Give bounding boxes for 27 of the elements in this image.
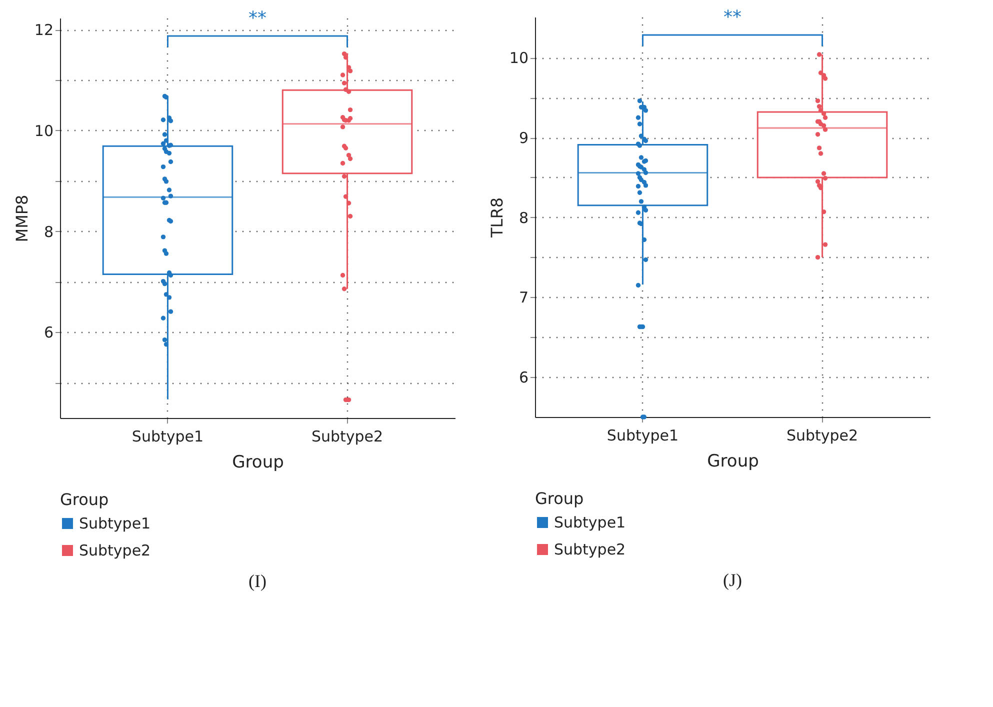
x-tick-label: Subtype1	[132, 428, 204, 446]
legend-label: Subtype1	[79, 514, 151, 532]
annotation: **	[724, 7, 742, 28]
legend-title: Group	[535, 489, 584, 508]
text: (J)	[723, 570, 742, 590]
x-tick-label: Subtype2	[786, 426, 858, 444]
x-tick-label: Subtype2	[311, 428, 384, 446]
y-tick-label: 6	[44, 324, 54, 342]
y-tick-label: 7	[518, 288, 528, 307]
x-tick-label: Subtype1	[606, 426, 679, 444]
y-tick-label: 9	[518, 129, 528, 148]
x-axis-title: Group	[232, 452, 284, 472]
y-tick-label: 10	[34, 122, 54, 140]
legend-title: Group	[60, 490, 109, 509]
y-axis-title: MMP8	[12, 194, 32, 242]
y-tick-label: 12	[34, 21, 54, 40]
y-axis-title: TLR8	[487, 198, 506, 238]
y-tick-label: 8	[518, 208, 528, 227]
y-tick-label: 8	[44, 222, 54, 241]
annotation: **	[248, 8, 266, 29]
x-axis-title: Group	[707, 452, 759, 472]
legend-label: Subtype2	[79, 542, 151, 560]
legend-label: Subtype1	[554, 514, 626, 532]
text: (I)	[248, 571, 266, 591]
y-tick-label: 10	[509, 49, 528, 68]
y-tick-label: 6	[518, 368, 528, 387]
legend-label: Subtype2	[554, 540, 626, 558]
